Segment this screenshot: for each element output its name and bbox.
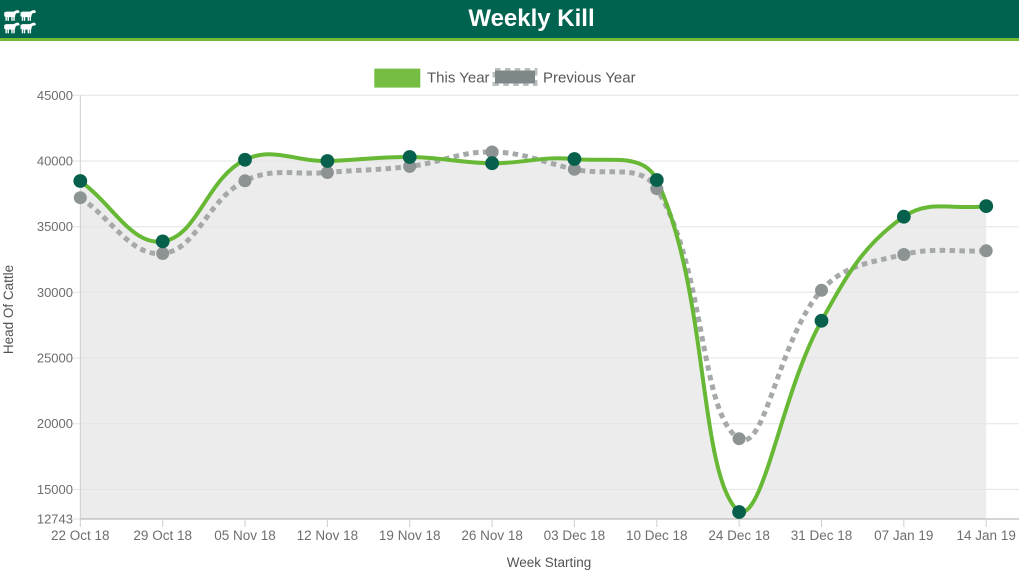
- svg-text:03 Dec 18: 03 Dec 18: [544, 528, 606, 543]
- svg-text:15000: 15000: [37, 482, 73, 497]
- svg-text:22 Oct 18: 22 Oct 18: [51, 528, 110, 543]
- svg-text:Head Of Cattle: Head Of Cattle: [1, 265, 16, 354]
- svg-text:05 Nov 18: 05 Nov 18: [214, 528, 276, 543]
- svg-text:24 Dec 18: 24 Dec 18: [708, 528, 770, 543]
- svg-text:40000: 40000: [37, 154, 73, 169]
- svg-text:35000: 35000: [37, 219, 73, 234]
- svg-text:This Year: This Year: [427, 70, 490, 87]
- svg-text:Weekly Kill: Weekly Kill: [468, 5, 594, 32]
- svg-text:31 Dec 18: 31 Dec 18: [791, 528, 853, 543]
- svg-text:12 Nov 18: 12 Nov 18: [297, 528, 359, 543]
- svg-text:10 Dec 18: 10 Dec 18: [626, 528, 688, 543]
- svg-text:29 Oct 18: 29 Oct 18: [133, 528, 192, 543]
- svg-text:25000: 25000: [37, 351, 73, 366]
- svg-text:14 Jan 19: 14 Jan 19: [957, 528, 1016, 543]
- svg-text:19 Nov 18: 19 Nov 18: [379, 528, 441, 543]
- svg-text:Previous Year: Previous Year: [543, 70, 636, 87]
- svg-text:07 Jan 19: 07 Jan 19: [874, 528, 933, 543]
- svg-text:45000: 45000: [37, 88, 73, 103]
- svg-text:26 Nov 18: 26 Nov 18: [461, 528, 523, 543]
- svg-text:30000: 30000: [37, 285, 73, 300]
- svg-text:20000: 20000: [37, 416, 73, 431]
- svg-text:12743: 12743: [37, 512, 73, 527]
- svg-text:Week Starting: Week Starting: [507, 555, 592, 570]
